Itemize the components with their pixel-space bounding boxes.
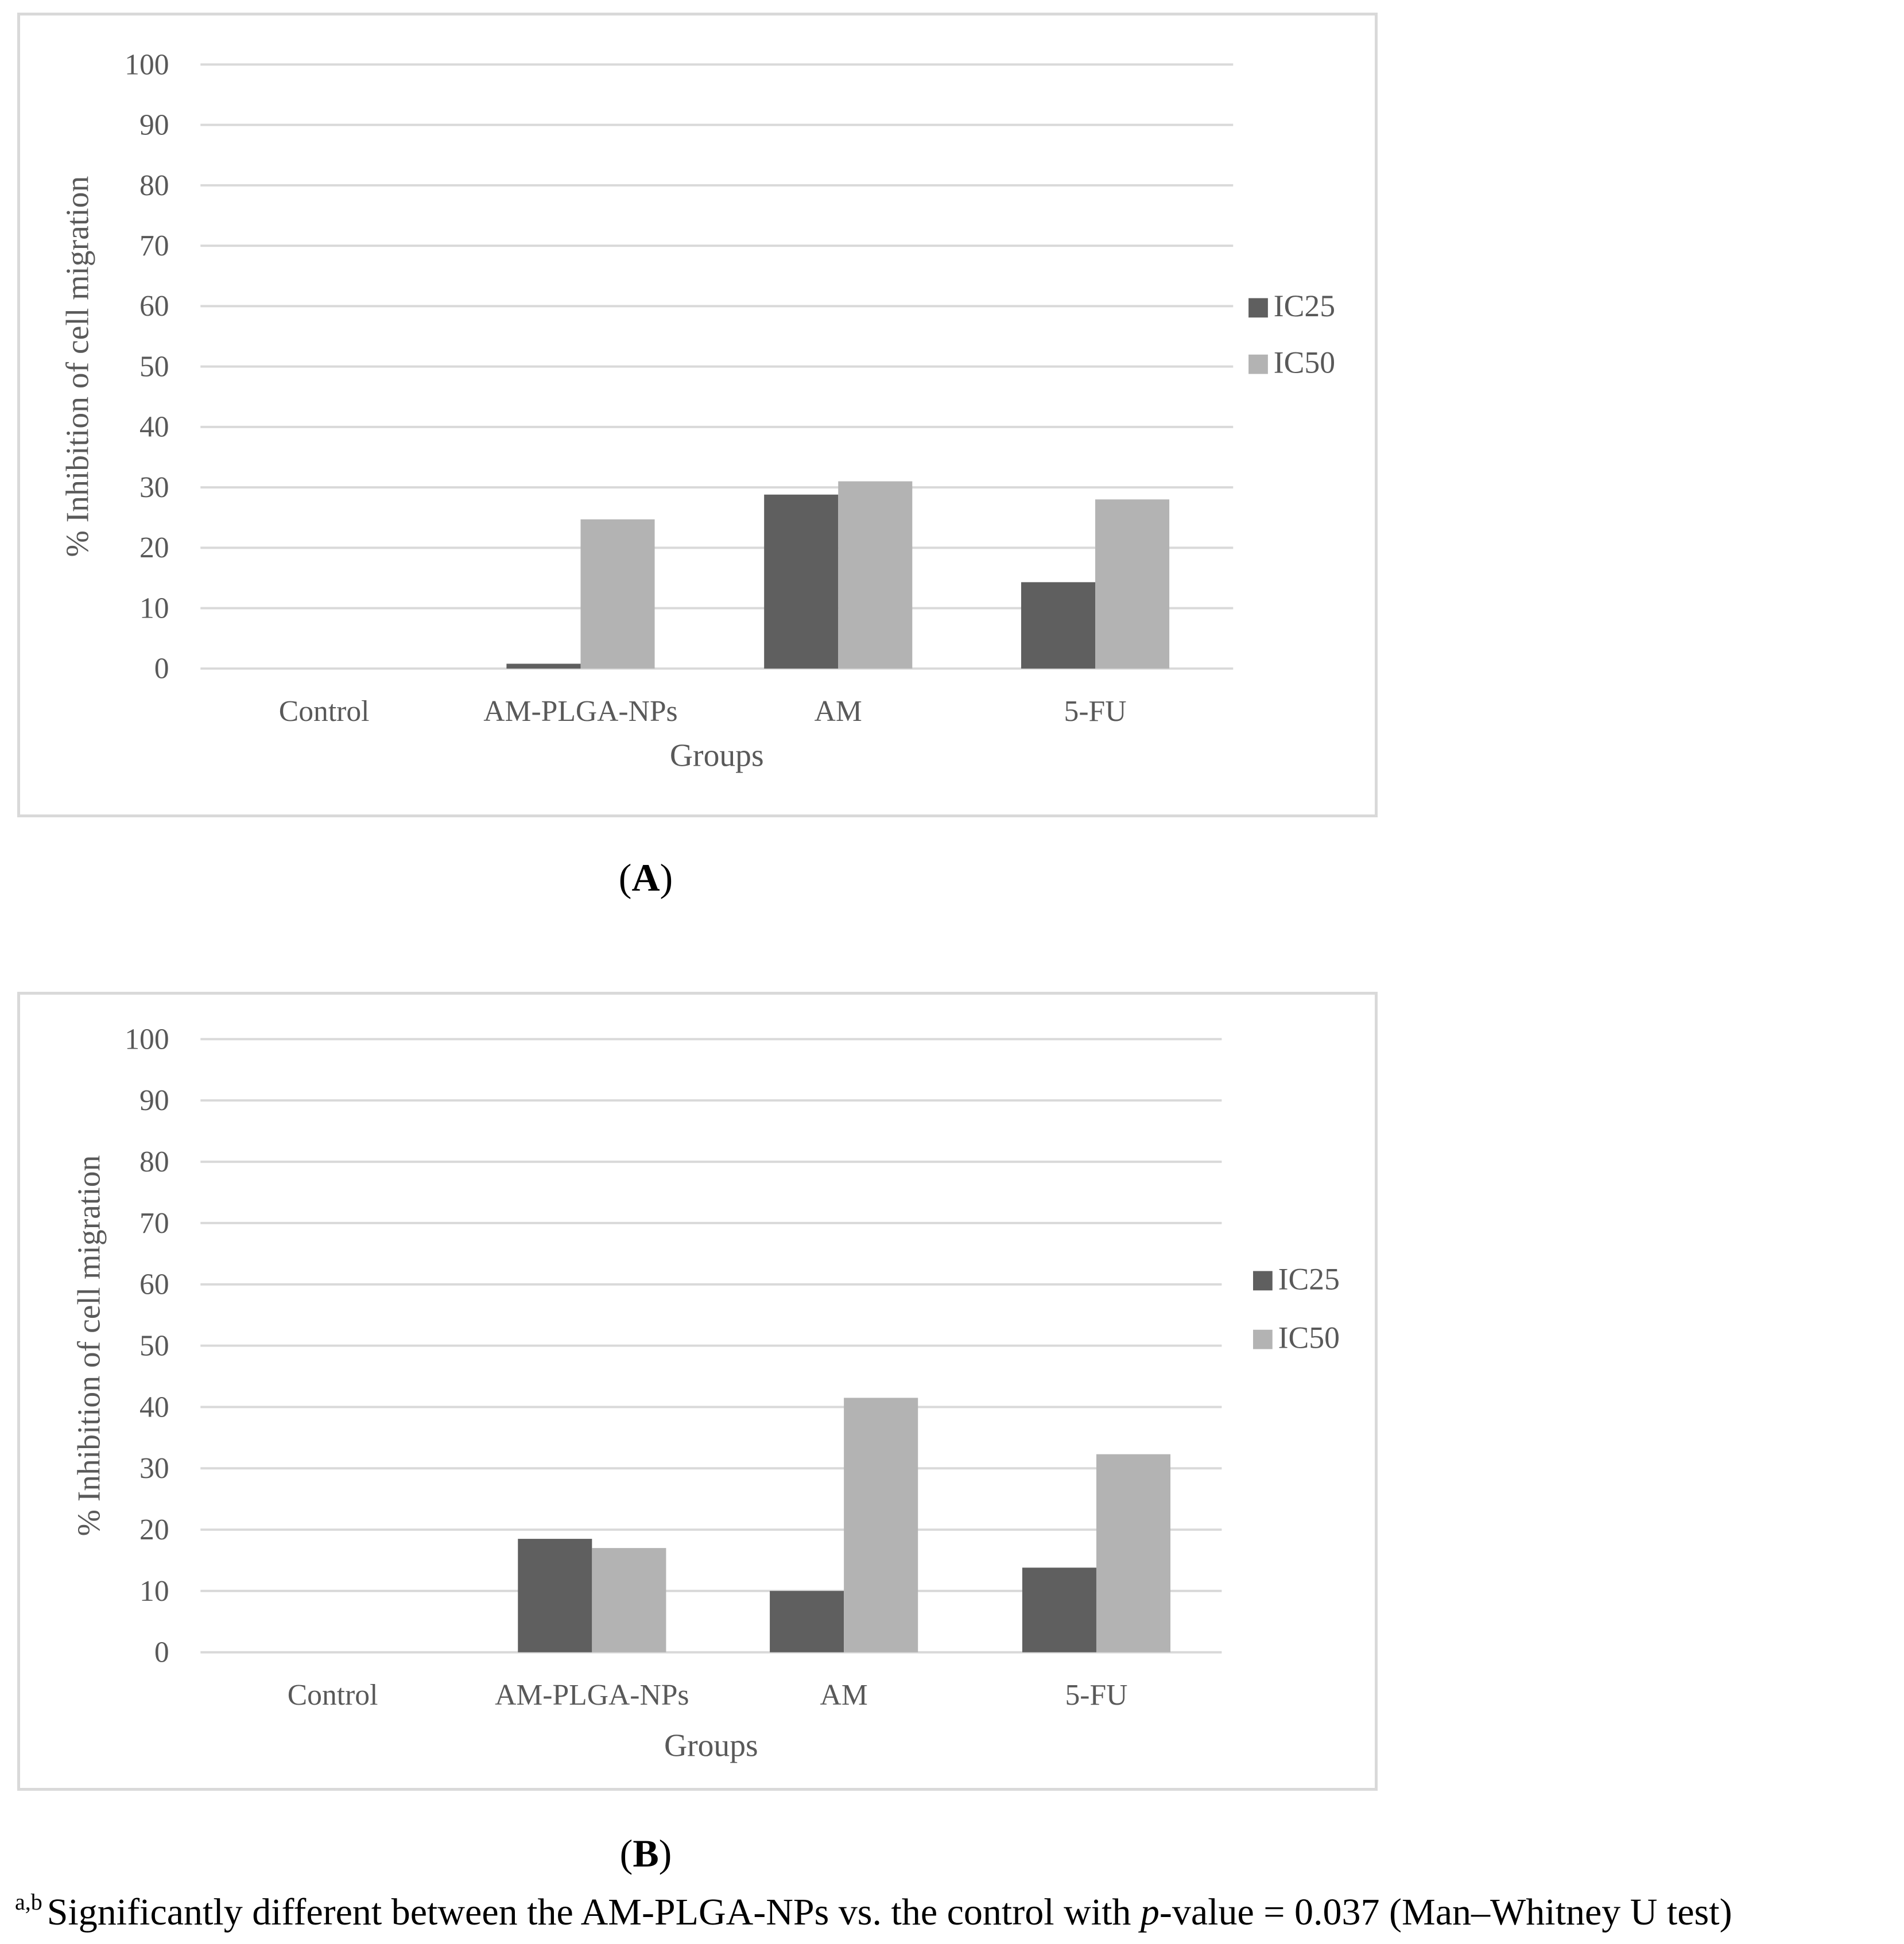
x-axis-title-a: Groups [670, 738, 764, 774]
bar-chart-b: 0 10 20 30 40 50 60 70 80 90 100 Control AM-PLGA-NPs… [72, 1023, 1340, 1763]
bar-ic50-a [1095, 499, 1170, 669]
y-tick-label-a: 20 [139, 531, 169, 564]
x-tick-label-a: AM-PLGA-NPs [483, 695, 677, 728]
y-tick-label-a: 100 [125, 48, 169, 81]
bar-ic25-a [764, 494, 839, 669]
x-tick-label-a: AM [815, 695, 862, 728]
y-tick-label-a: 60 [139, 290, 169, 323]
x-tick-label-b: 5-FU [1065, 1679, 1127, 1712]
y-tick-label-b: 10 [139, 1575, 169, 1608]
y-tick-label-b: 90 [139, 1084, 169, 1117]
bar-ic50-a [838, 481, 913, 669]
y-tick-label-a: 30 [139, 471, 169, 504]
chart-panel-b: 0 10 20 30 40 50 60 70 80 90 100 Control AM-PLGA-NPs… [17, 992, 1378, 1791]
x-axis-title-b: Groups [664, 1728, 758, 1763]
x-tick-label-a: Control [279, 695, 370, 728]
bar-ic50-b [844, 1398, 918, 1652]
legend-label-ic25-b: IC25 [1278, 1262, 1340, 1296]
chart-panel-a: 0 10 20 30 40 50 60 70 80 90 100 Control AM-PLGA-NPs… [17, 13, 1378, 817]
bar-ic25-a [1021, 582, 1096, 669]
bar-ic50-b [592, 1548, 666, 1652]
panel-label-a: (A) [618, 856, 673, 899]
y-tick-label-b: 20 [139, 1514, 169, 1546]
legend-label-ic50-a: IC50 [1274, 346, 1335, 380]
y-tick-label-b: 60 [139, 1268, 169, 1301]
legend-label-ic25-a: IC25 [1274, 289, 1335, 323]
x-tick-label-a: 5-FU [1064, 695, 1127, 728]
footnote-superscript: a,b [15, 1889, 42, 1915]
bar-ic25-b [1022, 1567, 1096, 1652]
y-tick-label-a: 50 [139, 350, 169, 383]
legend-swatch-ic25-b [1252, 1271, 1273, 1291]
y-tick-label-b: 0 [154, 1636, 169, 1669]
x-tick-label-b: AM [820, 1679, 868, 1712]
legend-swatch-ic50-b [1252, 1329, 1273, 1349]
y-tick-label-b: 40 [139, 1391, 169, 1423]
footnote-text-after: -value = 0.037 (Man–Whitney U test) [1159, 1891, 1732, 1933]
bar-ic25-a [506, 663, 581, 669]
bar-ic50-b [1096, 1454, 1171, 1652]
bar-ic25-b [518, 1539, 592, 1652]
footnote-text-before: Significantly different between the AM-P… [46, 1891, 1141, 1933]
legend-swatch-ic50-a [1248, 354, 1268, 374]
footnote-p-italic: p [1140, 1891, 1160, 1933]
bar-ic25-b [770, 1590, 844, 1652]
x-tick-label-b: Control [288, 1679, 378, 1712]
y-tick-label-b: 100 [125, 1023, 169, 1056]
y-tick-label-b: 30 [139, 1452, 169, 1485]
y-tick-label-b: 80 [139, 1146, 169, 1178]
y-tick-label-a: 80 [139, 169, 169, 202]
bar-ic50-a [580, 519, 655, 669]
footnote: a,b Significantly different between the A… [15, 1888, 1904, 1934]
y-tick-label-a: 90 [139, 109, 169, 142]
y-tick-label-a: 40 [139, 411, 169, 444]
bar-chart-a: 0 10 20 30 40 50 60 70 80 90 100 Control AM-PLGA-NPs… [60, 48, 1335, 774]
y-axis-title-b: % Inhibition of cell migration [72, 1155, 107, 1536]
y-axis-title-a: % Inhibition of cell migration [60, 176, 96, 557]
x-tick-label-b: AM-PLGA-NPs [495, 1679, 689, 1712]
y-tick-label-b: 50 [139, 1329, 169, 1362]
y-tick-label-b: 70 [139, 1207, 169, 1240]
legend-swatch-ic25-a [1248, 298, 1268, 318]
y-tick-label-a: 10 [139, 592, 169, 624]
panel-letter-a: A [631, 856, 660, 899]
y-tick-label-a: 0 [154, 653, 169, 685]
panel-label-b: (B) [619, 1832, 672, 1875]
panel-letter-b: B [633, 1832, 659, 1875]
legend-label-ic50-b: IC50 [1278, 1321, 1340, 1355]
y-tick-label-a: 70 [139, 230, 169, 262]
